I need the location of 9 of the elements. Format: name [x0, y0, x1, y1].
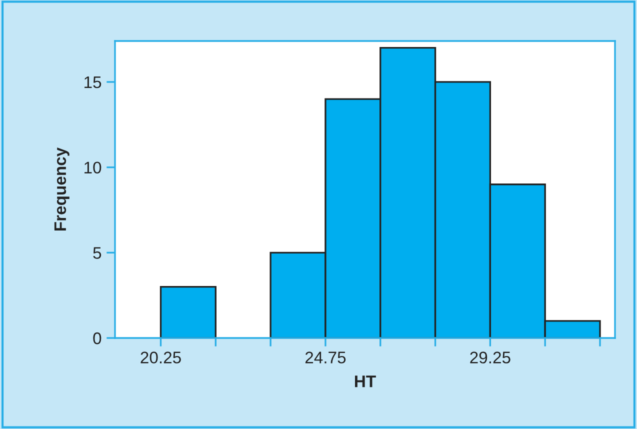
x-tick-label: 24.75 [305, 352, 346, 364]
x-tick-label: 29.25 [470, 352, 510, 364]
y-tick-label: 10 [84, 162, 102, 174]
y-axis-title: Frequency [54, 147, 70, 231]
y-tick-label: 15 [84, 76, 102, 88]
x-tick-label: 20.25 [140, 352, 181, 364]
y-tick-label: 0 [93, 332, 102, 344]
y-tick-label: 5 [93, 247, 102, 259]
x-axis-title: HT [355, 376, 376, 388]
